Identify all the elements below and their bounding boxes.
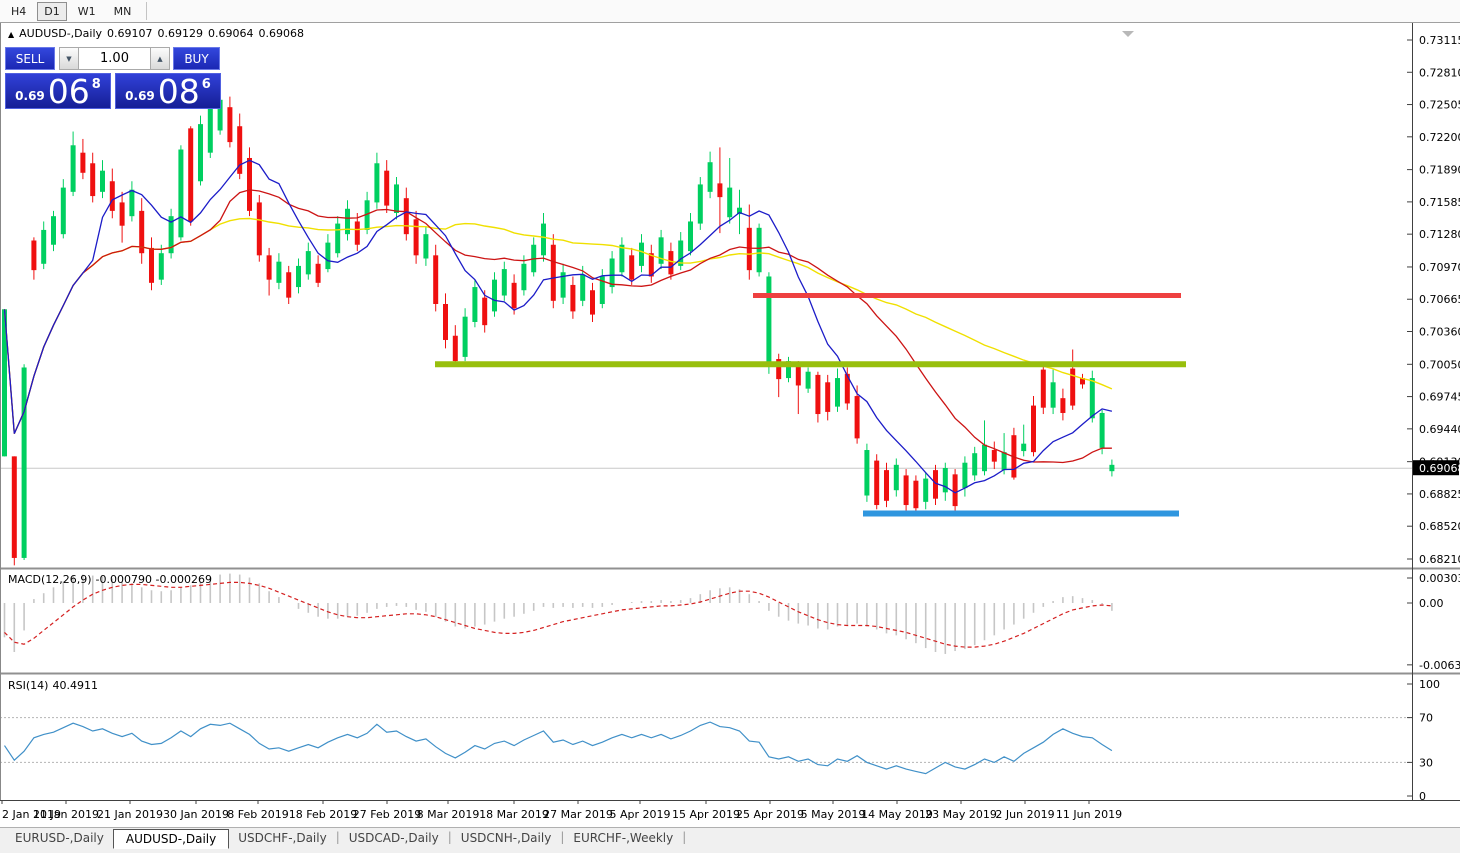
rsi-name: RSI(14) — [8, 679, 49, 692]
svg-text:2 Jan 2019: 2 Jan 2019 — [2, 808, 61, 821]
buy-price-prefix: 0.69 — [125, 89, 155, 103]
svg-text:70: 70 — [1419, 712, 1433, 725]
svg-text:18 Feb 2019: 18 Feb 2019 — [289, 808, 357, 821]
chart-tab-bar: EURUSD-,Daily AUDUSD-,Daily USDCHF-,Dail… — [0, 827, 1460, 853]
volume-decrease-button[interactable]: ▼ — [59, 47, 79, 70]
svg-text:0.71280: 0.71280 — [1419, 228, 1460, 241]
svg-text:0.69068: 0.69068 — [1419, 462, 1460, 475]
chevron-up-icon: ▲ — [157, 54, 163, 63]
sell-price-tile[interactable]: 0.69 06 8 — [5, 73, 111, 109]
svg-text:8 Mar 2019: 8 Mar 2019 — [417, 808, 480, 821]
svg-text:0.70665: 0.70665 — [1419, 293, 1460, 306]
timeframe-d1-button[interactable]: D1 — [37, 1, 67, 21]
tab-usdcad-daily[interactable]: USDCAD-,Daily — [348, 831, 439, 845]
svg-text:27 Mar 2019: 27 Mar 2019 — [543, 808, 613, 821]
buy-price-big: 08 — [157, 71, 200, 111]
symbol-info: ▲ AUDUSD-,Daily 0.69107 0.69129 0.69064 0.690… — [8, 27, 309, 40]
svg-text:0.69745: 0.69745 — [1419, 391, 1460, 404]
svg-text:0.72810: 0.72810 — [1419, 66, 1460, 79]
svg-text:8 Feb 2019: 8 Feb 2019 — [227, 808, 288, 821]
price-high: 0.69129 — [157, 27, 204, 40]
svg-text:30 Jan 2019: 30 Jan 2019 — [163, 808, 229, 821]
svg-text:0: 0 — [1419, 790, 1426, 803]
tab-usdchf-daily[interactable]: USDCHF-,Daily — [238, 831, 327, 845]
svg-text:0.70050: 0.70050 — [1419, 358, 1460, 371]
svg-text:0.73115: 0.73115 — [1419, 34, 1460, 47]
macd-name: MACD(12,26,9) — [8, 573, 92, 586]
svg-text:0.71585: 0.71585 — [1419, 196, 1460, 209]
one-click-trade-panel: SELL ▼ ▲ BUY 0.69 06 8 0.69 08 6 — [5, 47, 221, 109]
tab-usdcnh-daily[interactable]: USDCNH-,Daily — [460, 831, 552, 845]
macd-values: -0.000790 -0.000269 — [95, 573, 212, 586]
chevron-down-icon: ▼ — [66, 54, 72, 63]
timeframe-w1-button[interactable]: W1 — [77, 4, 96, 18]
svg-text:14 May 2019: 14 May 2019 — [861, 808, 933, 821]
svg-text:0.68825: 0.68825 — [1419, 488, 1460, 501]
svg-text:23 May 2019: 23 May 2019 — [925, 808, 997, 821]
svg-text:0.70360: 0.70360 — [1419, 326, 1460, 339]
svg-text:0.72505: 0.72505 — [1419, 99, 1460, 112]
svg-text:100: 100 — [1419, 678, 1440, 691]
rsi-value: 40.4911 — [52, 679, 98, 692]
toolbar-separator — [146, 2, 148, 20]
svg-text:0.68210: 0.68210 — [1419, 553, 1460, 566]
svg-text:27 Feb 2019: 27 Feb 2019 — [353, 808, 421, 821]
svg-text:5 Apr 2019: 5 Apr 2019 — [609, 808, 670, 821]
sell-price-prefix: 0.69 — [15, 89, 45, 103]
svg-text:2 Jun 2019: 2 Jun 2019 — [995, 808, 1054, 821]
svg-text:5 May 2019: 5 May 2019 — [801, 808, 866, 821]
svg-text:0.72200: 0.72200 — [1419, 131, 1460, 144]
svg-text:11 Jan 2019: 11 Jan 2019 — [33, 808, 99, 821]
sell-price-pip: 8 — [91, 76, 101, 92]
tab-separator: | — [447, 830, 452, 844]
buy-price-tile[interactable]: 0.69 08 6 — [115, 73, 221, 109]
svg-text:0.70970: 0.70970 — [1419, 261, 1460, 274]
buy-price-pip: 6 — [201, 76, 211, 92]
svg-text:18 Mar 2019: 18 Mar 2019 — [479, 808, 549, 821]
macd-label: MACD(12,26,9) -0.000790 -0.000269 — [8, 573, 216, 586]
svg-text:0.003035: 0.003035 — [1419, 572, 1460, 585]
svg-text:0.69440: 0.69440 — [1419, 423, 1460, 436]
tab-eurchf-weekly[interactable]: EURCHF-,Weekly — [573, 831, 674, 845]
svg-text:0.71890: 0.71890 — [1419, 164, 1460, 177]
tab-separator: | — [560, 830, 565, 844]
sell-button[interactable]: SELL — [5, 47, 55, 70]
price-close: 0.69068 — [258, 27, 305, 40]
svg-text:15 Apr 2019: 15 Apr 2019 — [672, 808, 740, 821]
tab-separator: | — [335, 830, 340, 844]
svg-text:0.68520: 0.68520 — [1419, 520, 1460, 533]
tab-eurusd-daily[interactable]: EURUSD-,Daily — [15, 831, 104, 845]
collapse-arrow-icon[interactable]: ▲ — [8, 30, 15, 39]
rsi-label: RSI(14) 40.4911 — [8, 679, 102, 692]
svg-text:-0.006311: -0.006311 — [1419, 659, 1460, 672]
svg-text:25 Apr 2019: 25 Apr 2019 — [736, 808, 804, 821]
sell-price-big: 06 — [47, 71, 90, 111]
tab-audusd-daily[interactable]: AUDUSD-,Daily — [112, 829, 230, 849]
timeframe-h4-button[interactable]: H4 — [11, 4, 27, 18]
svg-text:21 Jan 2019: 21 Jan 2019 — [97, 808, 163, 821]
timeframe-mn-button[interactable]: MN — [113, 4, 132, 18]
svg-text:0.00: 0.00 — [1419, 597, 1444, 610]
svg-text:11 Jun 2019: 11 Jun 2019 — [1056, 808, 1122, 821]
volume-increase-button[interactable]: ▲ — [150, 47, 170, 70]
price-open: 0.69107 — [107, 27, 153, 40]
volume-input[interactable] — [79, 47, 150, 70]
price-low: 0.69064 — [208, 27, 254, 40]
tab-separator: | — [682, 830, 687, 844]
timeframe-toolbar: H4 D1 W1 MN — [0, 0, 1460, 23]
buy-button[interactable]: BUY — [173, 47, 220, 70]
svg-text:30: 30 — [1419, 756, 1433, 769]
symbol-title: AUDUSD-,Daily — [19, 27, 103, 40]
